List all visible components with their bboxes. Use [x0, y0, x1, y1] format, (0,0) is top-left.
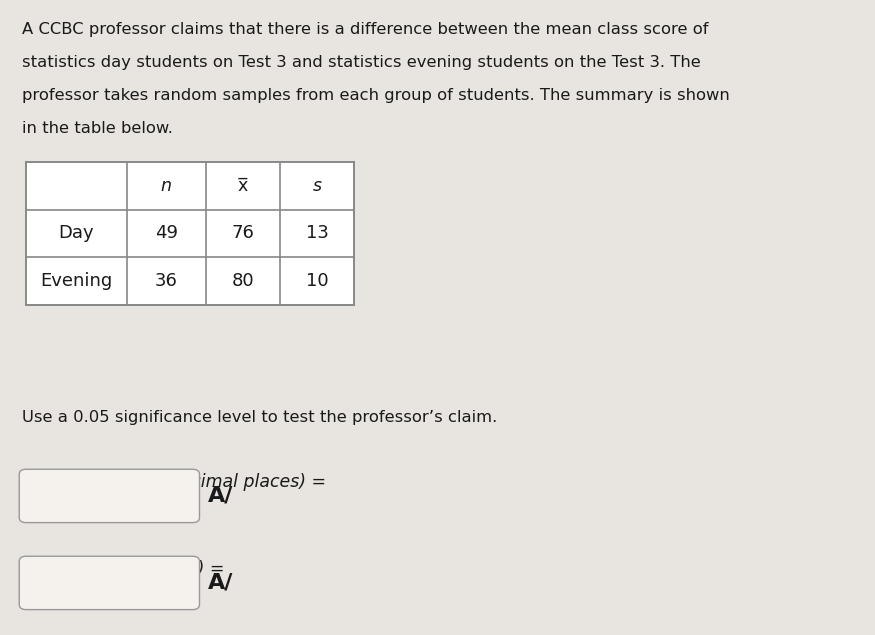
Text: Day: Day [59, 224, 94, 243]
Text: statistics day students on Test 3 and statistics evening students on the Test 3.: statistics day students on Test 3 and st… [22, 55, 701, 70]
Text: p-value: p-value [22, 560, 92, 578]
FancyBboxPatch shape [19, 556, 200, 610]
Text: A/: A/ [208, 486, 234, 506]
Text: x̅: x̅ [238, 177, 248, 195]
Text: Use a 0.05 significance level to test the professor’s claim.: Use a 0.05 significance level to test th… [22, 410, 497, 425]
FancyBboxPatch shape [26, 162, 354, 305]
Text: A CCBC professor claims that there is a difference between the mean class score : A CCBC professor claims that there is a … [22, 22, 709, 37]
Text: professor takes random samples from each group of students. The summary is shown: professor takes random samples from each… [22, 88, 730, 104]
Text: n: n [161, 177, 172, 195]
Text: t-stat: t-stat [22, 473, 74, 491]
FancyBboxPatch shape [19, 469, 200, 523]
Text: (round to 2 decimal places) =: (round to 2 decimal places) = [67, 473, 326, 491]
Text: 13: 13 [305, 224, 329, 243]
Text: in the table below.: in the table below. [22, 121, 172, 137]
Text: 10: 10 [306, 272, 328, 290]
Text: Evening: Evening [40, 272, 113, 290]
Text: 49: 49 [155, 224, 178, 243]
Text: s: s [312, 177, 322, 195]
Text: A/: A/ [208, 573, 234, 593]
Text: 76: 76 [231, 224, 255, 243]
Text: 36: 36 [155, 272, 178, 290]
Text: 80: 80 [232, 272, 254, 290]
Text: (do not round) =: (do not round) = [79, 560, 224, 578]
